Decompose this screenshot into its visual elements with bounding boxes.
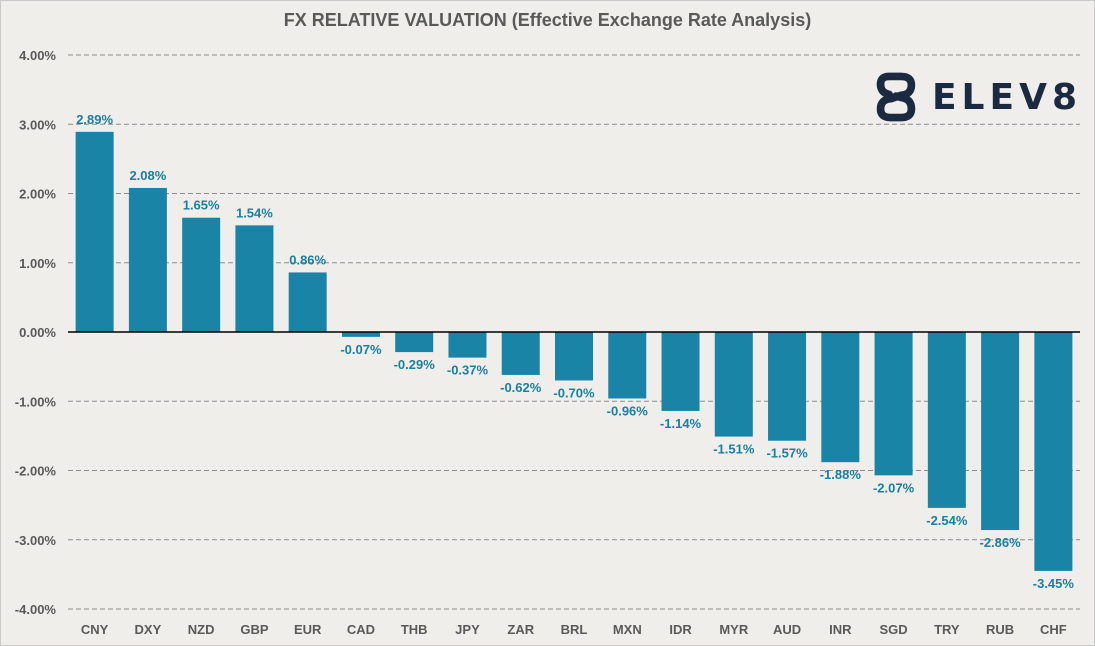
- y-tick-label: 2.00%: [19, 187, 56, 202]
- bar-nzd: [182, 217, 221, 332]
- bar-mxn: [608, 332, 647, 399]
- data-label: 0.86%: [289, 252, 326, 267]
- data-label: -0.96%: [607, 403, 649, 418]
- data-label: 2.89%: [76, 112, 113, 127]
- x-tick-label: RUB: [986, 622, 1014, 637]
- bar-aud: [768, 332, 807, 441]
- x-tick-label: IDR: [669, 622, 692, 637]
- bar-jpy: [448, 332, 487, 358]
- x-tick-label: MXN: [613, 622, 642, 637]
- x-tick-label: SGD: [879, 622, 907, 637]
- bar-sgd: [874, 332, 913, 476]
- bar-zar: [501, 332, 540, 375]
- x-tick-label: CHF: [1040, 622, 1067, 637]
- y-tick-label: -3.00%: [15, 533, 57, 548]
- x-tick-label: INR: [829, 622, 852, 637]
- x-tick-label: CAD: [347, 622, 375, 637]
- data-label: 1.54%: [236, 205, 273, 220]
- data-label: -0.70%: [553, 385, 595, 400]
- data-label: -0.07%: [340, 342, 382, 357]
- bar-cad: [341, 332, 380, 337]
- chart-title: FX RELATIVE VALUATION (Effective Exchang…: [283, 10, 812, 30]
- data-label: -0.29%: [394, 357, 436, 372]
- x-tick-label: MYR: [719, 622, 749, 637]
- x-tick-label: THB: [401, 622, 428, 637]
- x-tick-label: BRL: [561, 622, 588, 637]
- bar-chf: [1034, 332, 1073, 571]
- bar-inr: [821, 332, 860, 463]
- y-tick-label: 0.00%: [19, 325, 56, 340]
- x-tick-label: ZAR: [507, 622, 534, 637]
- data-label: -0.62%: [500, 380, 542, 395]
- bar-eur: [288, 272, 327, 332]
- data-label: -1.51%: [713, 442, 755, 457]
- bar-rub: [981, 332, 1020, 531]
- data-label: 2.08%: [129, 168, 166, 183]
- x-tick-label: JPY: [455, 622, 480, 637]
- bar-gbp: [235, 225, 274, 332]
- data-label: -1.57%: [766, 446, 808, 461]
- y-tick-label: -4.00%: [15, 602, 57, 617]
- bar-cny: [75, 131, 114, 332]
- x-tick-label: GBP: [240, 622, 269, 637]
- data-label: -1.88%: [820, 467, 862, 482]
- data-label: 1.65%: [183, 198, 220, 213]
- elev8-logo-icon: [876, 72, 916, 122]
- x-tick-label: TRY: [934, 622, 960, 637]
- x-tick-label: NZD: [188, 622, 215, 637]
- data-label: -2.54%: [926, 513, 968, 528]
- bar-idr: [661, 332, 700, 411]
- x-tick-label: EUR: [294, 622, 322, 637]
- bar-myr: [714, 332, 753, 437]
- y-tick-label: 1.00%: [19, 256, 56, 271]
- bar-try: [927, 332, 966, 508]
- y-tick-label: -2.00%: [15, 464, 57, 479]
- data-label: -1.14%: [660, 416, 702, 431]
- data-label: -3.45%: [1033, 576, 1075, 591]
- x-tick-label: DXY: [135, 622, 162, 637]
- x-tick-label: CNY: [81, 622, 109, 637]
- data-label: -2.86%: [980, 535, 1022, 550]
- y-tick-label: 4.00%: [19, 48, 56, 63]
- data-label: -0.37%: [447, 363, 489, 378]
- x-tick-label: AUD: [773, 622, 801, 637]
- data-label: -2.07%: [873, 480, 915, 495]
- bar-thb: [395, 332, 434, 353]
- y-tick-label: 3.00%: [19, 117, 56, 132]
- y-tick-label: -1.00%: [15, 394, 57, 409]
- elev8-logo: ELEV8: [872, 66, 1082, 128]
- bar-dxy: [128, 187, 167, 332]
- bar-brl: [555, 332, 593, 381]
- logo-text: ELEV8: [931, 76, 1082, 118]
